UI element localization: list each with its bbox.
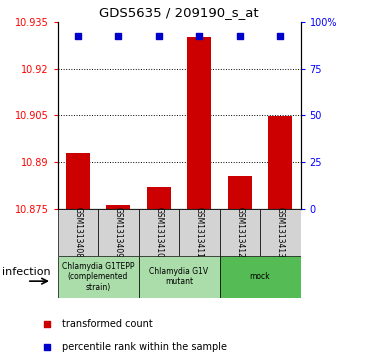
- Title: GDS5635 / 209190_s_at: GDS5635 / 209190_s_at: [99, 6, 259, 19]
- Text: Chlamydia G1V
mutant: Chlamydia G1V mutant: [150, 267, 209, 286]
- Bar: [147, 187, 171, 209]
- Point: [75, 33, 81, 39]
- Point: [115, 33, 121, 39]
- Point: [196, 33, 202, 39]
- Bar: [58, 256, 138, 298]
- Text: GSM1313410: GSM1313410: [154, 207, 163, 258]
- Bar: [98, 209, 138, 256]
- Bar: [187, 37, 211, 209]
- Point: [156, 33, 162, 39]
- Bar: [138, 256, 220, 298]
- Bar: [66, 152, 90, 209]
- Text: GSM1313408: GSM1313408: [73, 207, 82, 258]
- Text: GSM1313409: GSM1313409: [114, 207, 123, 258]
- Bar: [260, 209, 301, 256]
- Text: GSM1313411: GSM1313411: [195, 207, 204, 258]
- Point: [44, 344, 50, 350]
- Point: [237, 33, 243, 39]
- Bar: [138, 209, 179, 256]
- Text: Chlamydia G1TEPP
(complemented
strain): Chlamydia G1TEPP (complemented strain): [62, 262, 134, 292]
- Text: GSM1313412: GSM1313412: [235, 207, 244, 258]
- Bar: [179, 209, 220, 256]
- Bar: [220, 256, 301, 298]
- Text: transformed count: transformed count: [62, 319, 153, 329]
- Bar: [106, 205, 131, 209]
- Text: infection: infection: [2, 268, 50, 277]
- Point: [277, 33, 283, 39]
- Bar: [220, 209, 260, 256]
- Text: mock: mock: [250, 272, 270, 281]
- Bar: [228, 176, 252, 209]
- Bar: [268, 116, 292, 209]
- Text: percentile rank within the sample: percentile rank within the sample: [62, 342, 227, 352]
- Text: GSM1313413: GSM1313413: [276, 207, 285, 258]
- Point: [44, 321, 50, 326]
- Bar: [58, 209, 98, 256]
